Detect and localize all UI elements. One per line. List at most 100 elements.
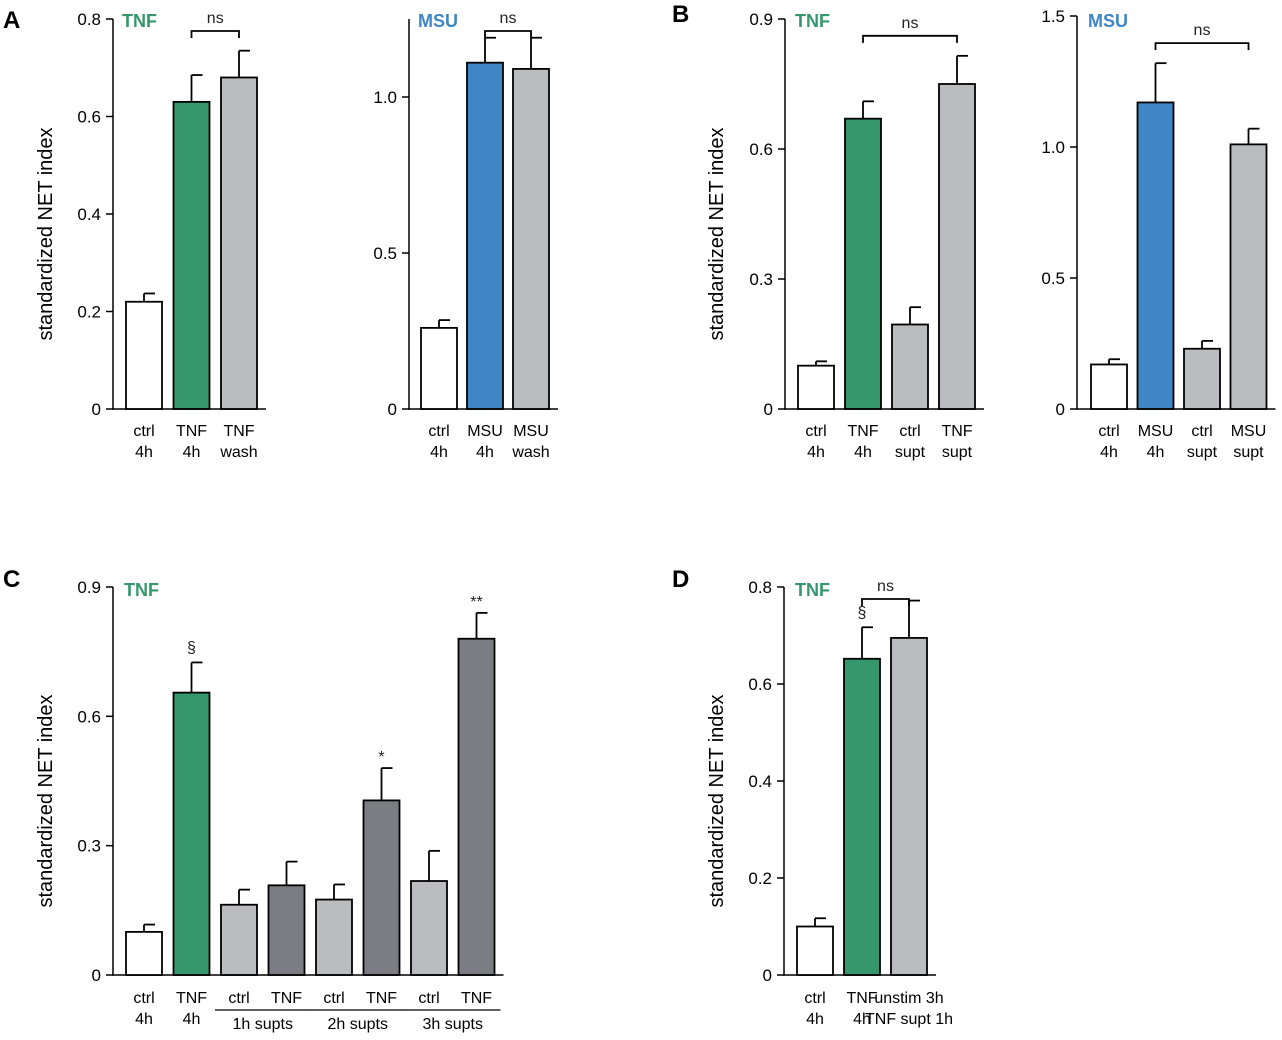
panel-letter: A xyxy=(3,7,20,34)
panel-letter: B xyxy=(672,1,689,28)
y-tick-label: 0.4 xyxy=(748,772,772,791)
stimulus-tag: TNF xyxy=(124,580,159,600)
stimulus-tag: TNF xyxy=(795,11,830,31)
bar xyxy=(125,300,163,410)
category-label: supt xyxy=(1233,444,1264,461)
significance-bracket xyxy=(1154,42,1250,51)
stimulus-tag: TNF xyxy=(795,580,830,600)
bar xyxy=(797,364,835,410)
bar xyxy=(220,903,258,976)
bar xyxy=(125,930,163,976)
y-tick-label: 0.4 xyxy=(77,205,101,224)
category-label: unstim 3h xyxy=(874,990,943,1007)
category-label: ctrl xyxy=(418,990,439,1007)
category-label: 4h xyxy=(135,1011,153,1028)
category-label: TNF xyxy=(176,423,207,440)
group-label: 3h supts xyxy=(423,1016,483,1033)
stimulus-tag: MSU xyxy=(418,11,458,31)
y-tick-label: 1.0 xyxy=(1041,138,1065,157)
category-label: 4h xyxy=(430,444,448,461)
category-label: supt xyxy=(942,444,973,461)
category-label: ctrl xyxy=(228,990,249,1007)
category-label: ctrl xyxy=(133,990,154,1007)
y-axis-label: standardized NET index xyxy=(706,127,728,340)
y-tick-label: 0.2 xyxy=(748,869,772,888)
category-label: 4h xyxy=(183,1011,201,1028)
category-label: ctrl xyxy=(323,990,344,1007)
bar xyxy=(938,83,976,410)
category-label: 4h xyxy=(1100,444,1118,461)
bar xyxy=(420,326,458,410)
bar xyxy=(1136,101,1175,410)
y-tick-label: 0 xyxy=(763,966,772,985)
category-label: ctrl xyxy=(1098,423,1119,440)
significance-bracket xyxy=(861,598,910,606)
bracket-label: ns xyxy=(500,10,517,27)
bar xyxy=(1183,347,1221,410)
category-label: supt xyxy=(895,444,926,461)
group-label: 1h supts xyxy=(233,1016,293,1033)
category-label: TNF xyxy=(223,423,254,440)
category-label: MSU xyxy=(1231,423,1267,440)
category-label: wash xyxy=(511,444,549,461)
significance-marker: § xyxy=(858,604,867,621)
category-label: TNF supt 1h xyxy=(865,1011,953,1028)
y-tick-label: 0.3 xyxy=(749,270,773,289)
y-axis-label: standardized NET index xyxy=(35,127,57,340)
bar xyxy=(172,691,211,976)
category-label: 4h xyxy=(807,444,825,461)
category-label: TNF xyxy=(846,990,877,1007)
y-tick-label: 0 xyxy=(1056,400,1065,419)
y-tick-label: 0 xyxy=(388,400,397,419)
bracket-label: ns xyxy=(877,578,894,595)
significance-marker: * xyxy=(378,749,384,766)
category-label: supt xyxy=(1187,444,1218,461)
y-tick-label: 0.6 xyxy=(749,140,773,159)
bar xyxy=(891,323,929,410)
category-label: TNF xyxy=(176,990,207,1007)
bracket-label: ns xyxy=(902,15,919,32)
category-label: ctrl xyxy=(805,423,826,440)
y-tick-label: 0.8 xyxy=(77,10,101,29)
bar xyxy=(362,799,401,976)
category-label: 4h xyxy=(806,1011,824,1028)
y-tick-label: 0.6 xyxy=(77,707,101,726)
bar xyxy=(457,637,496,976)
bar xyxy=(466,61,504,410)
category-label: 4h xyxy=(476,444,494,461)
y-tick-label: 0.3 xyxy=(77,837,101,856)
y-tick-label: 1.5 xyxy=(1041,7,1065,26)
bar xyxy=(512,68,550,410)
y-tick-label: 0.5 xyxy=(1041,269,1065,288)
y-tick-label: 0.9 xyxy=(77,578,101,597)
bar xyxy=(172,100,211,410)
bar xyxy=(890,637,928,976)
y-tick-label: 0.5 xyxy=(373,244,397,263)
category-label: 4h xyxy=(1147,444,1165,461)
bar xyxy=(267,884,306,976)
category-label: MSU xyxy=(513,423,549,440)
significance-marker: ** xyxy=(470,594,482,611)
category-label: ctrl xyxy=(804,990,825,1007)
category-label: TNF xyxy=(271,990,302,1007)
panel-letter: C xyxy=(3,566,20,593)
chart-a2: 0 0.5 1.0 MSU ctrl 4h MSU 4h MSU wash ns xyxy=(373,10,558,461)
significance-bracket xyxy=(484,30,532,38)
significance-marker: § xyxy=(187,639,196,656)
y-tick-label: 0.2 xyxy=(77,303,101,322)
bar xyxy=(1090,363,1128,410)
chart-b2: 0 0.5 1.0 1.5 MSU ctrl 4h MSU 4h ctrl supt MSU supt n… xyxy=(1041,7,1276,461)
panel-letter: D xyxy=(672,566,689,593)
y-tick-label: 0 xyxy=(92,966,101,985)
category-label: TNF xyxy=(941,423,972,440)
category-label: 4h xyxy=(854,444,872,461)
bar xyxy=(220,76,258,410)
category-label: 4h xyxy=(853,1011,871,1028)
category-label: MSU xyxy=(467,423,503,440)
bar xyxy=(843,657,881,976)
